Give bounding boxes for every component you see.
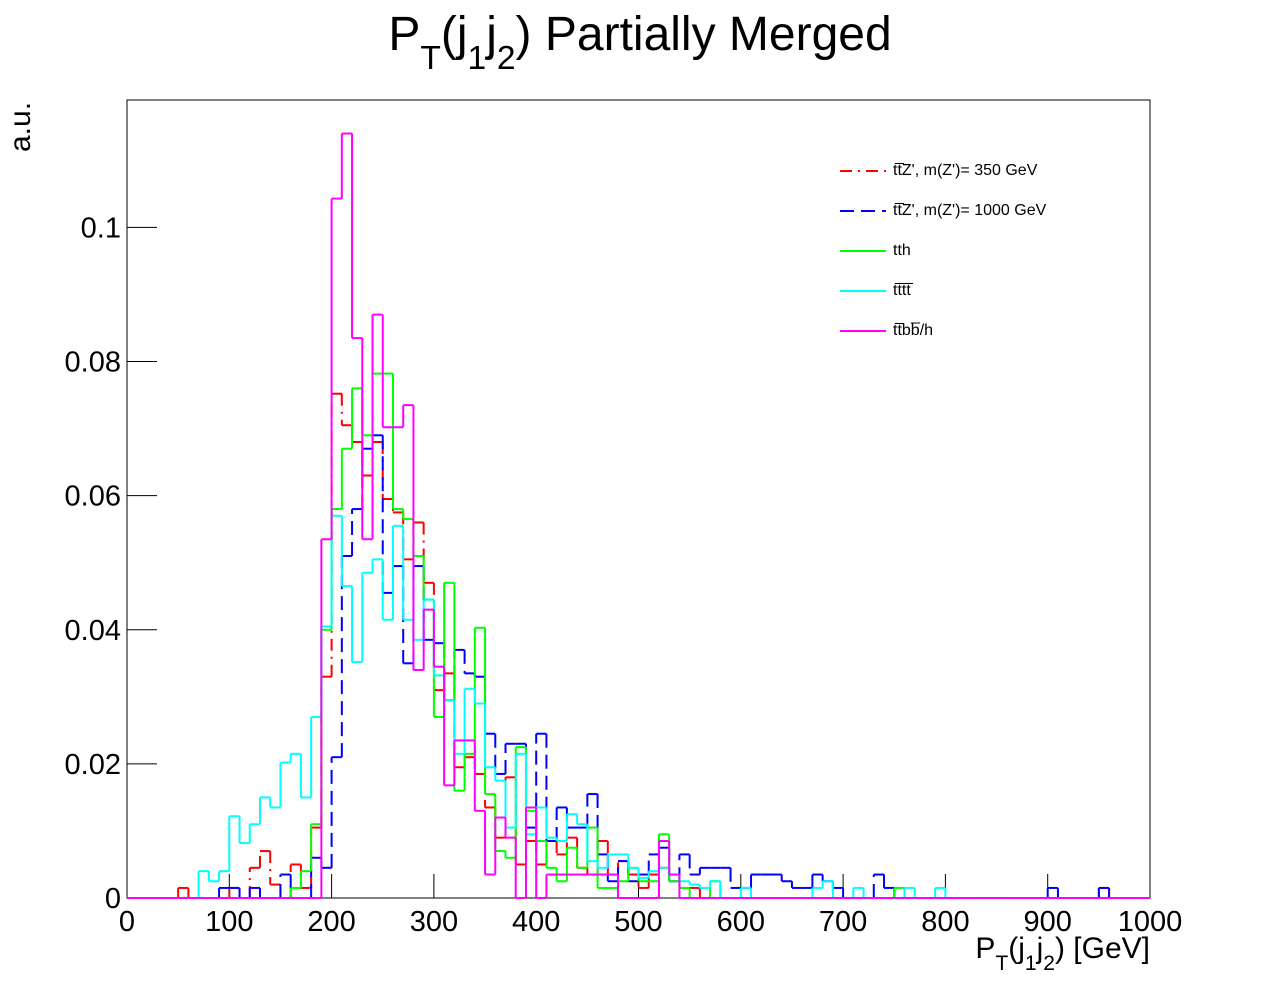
y-axis-label: a.u.: [4, 102, 37, 152]
text-part: (j: [1008, 932, 1025, 965]
legend-label: tt̅bb̅/h: [893, 321, 933, 339]
text-part: P: [975, 932, 995, 965]
y-tick-label: 0.1: [81, 212, 121, 244]
text-part: j: [484, 8, 497, 61]
y-tick-label: 0.04: [65, 615, 121, 647]
legend-label: tt̅tt̅: [893, 282, 913, 299]
legend-label: tth: [893, 242, 911, 259]
x-tick-label: 900: [1024, 906, 1072, 938]
text-part: 2: [497, 40, 516, 77]
text-part: 2: [1043, 952, 1055, 975]
y-tick-label: 0.02: [65, 749, 121, 781]
text-part: T: [995, 952, 1008, 975]
x-tick-label: 1000: [1118, 906, 1183, 938]
x-tick-label: 800: [921, 906, 969, 938]
x-tick-label: 0: [119, 906, 135, 938]
series: [127, 372, 1150, 899]
text-part: P: [388, 8, 420, 61]
text-part: j: [1036, 932, 1044, 965]
legend-label: tt̅Z', m(Z')= 350 GeV: [893, 162, 1038, 179]
text-part: 1: [468, 40, 487, 77]
x-tick-label: 500: [614, 906, 662, 938]
text-part: ) [GeV]: [1055, 932, 1150, 965]
series: [127, 132, 1150, 899]
x-tick-label: 100: [205, 906, 253, 938]
text-part: (j: [441, 8, 468, 61]
x-tick-label: 400: [512, 906, 560, 938]
y-tick-label: 0.06: [65, 481, 121, 513]
series: [127, 514, 1150, 899]
x-axis-label: PT(j1j2) [GeV]: [975, 932, 1150, 975]
x-tick-label: 300: [410, 906, 458, 938]
chart-title: PT(j1j2) Partially Merged: [388, 8, 891, 77]
text-part: 1: [1025, 952, 1037, 975]
x-tick-label: 600: [717, 906, 765, 938]
text-part: ) Partially Merged: [516, 8, 892, 61]
y-tick-label: 0.08: [65, 347, 121, 379]
y-tick-label: 0: [105, 883, 121, 915]
series: [127, 434, 1150, 899]
legend-label: tt̅Z', m(Z')= 1000 GeV: [893, 202, 1047, 219]
x-tick-label: 700: [819, 906, 867, 938]
text-part: T: [420, 40, 441, 77]
x-tick-label: 200: [307, 906, 355, 938]
series: [127, 392, 1150, 899]
